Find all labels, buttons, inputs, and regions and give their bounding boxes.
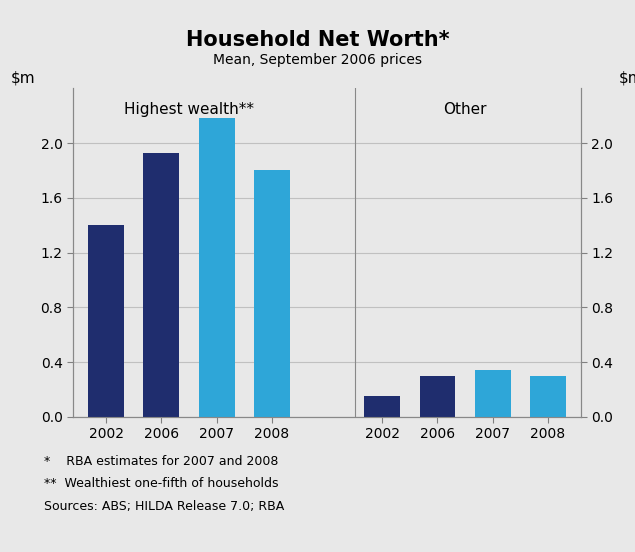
Text: Other: Other: [443, 102, 487, 117]
Bar: [530, 376, 566, 417]
Text: $m: $m: [619, 70, 635, 85]
Text: Highest wealth**: Highest wealth**: [124, 102, 254, 117]
Text: Sources: ABS; HILDA Release 7.0; RBA: Sources: ABS; HILDA Release 7.0; RBA: [44, 500, 284, 513]
Bar: [144, 153, 179, 417]
Text: $m: $m: [10, 70, 35, 85]
Bar: [420, 376, 455, 417]
Text: **  Wealthiest one-fifth of households: ** Wealthiest one-fifth of households: [44, 477, 279, 491]
Bar: [199, 119, 234, 417]
Bar: [88, 225, 124, 417]
Text: *    RBA estimates for 2007 and 2008: * RBA estimates for 2007 and 2008: [44, 455, 279, 469]
Bar: [254, 171, 290, 417]
Bar: [364, 396, 400, 417]
Text: Mean, September 2006 prices: Mean, September 2006 prices: [213, 54, 422, 67]
Bar: [475, 369, 511, 417]
Text: Household Net Worth*: Household Net Worth*: [185, 30, 450, 50]
